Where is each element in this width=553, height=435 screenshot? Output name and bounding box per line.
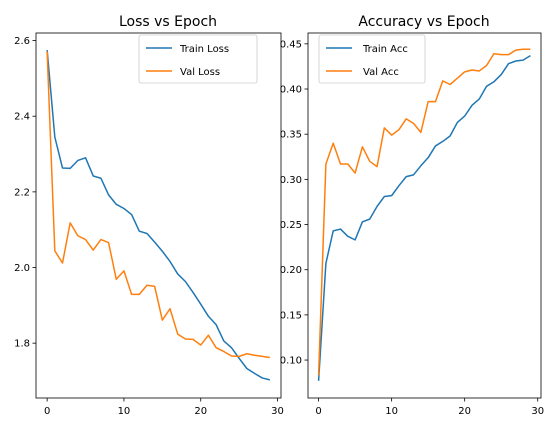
series-line-val-loss [46,51,270,359]
acc-x-tick-label: 20 [458,406,471,417]
acc-y-tick-label: 0.25 [280,220,302,231]
loss-y-tick-label: 2.4 [14,112,30,123]
acc-y-tick-label: 0.40 [280,85,302,96]
legend-label-train-loss: Train Loss [179,44,229,55]
loss-y-tick-label: 1.8 [14,339,30,350]
acc-x-tick-label: 0 [315,406,321,417]
loss-x-tick-label: 30 [271,406,284,417]
loss-x-tick-label: 0 [44,406,50,417]
acc-y-tick-label: 0.45 [280,39,302,50]
series-line-train-loss [46,49,271,381]
loss-panel: Loss vs Epoch 0 10 20 30 1.8 2.0 2.2 2.4 2.6 Tra… [14,14,284,417]
series-line-val-acc [317,48,531,376]
accuracy-legend: Train Acc Val Acc [318,34,426,84]
acc-x-tick-label: 30 [531,406,544,417]
loss-chart-title: Loss vs Epoch [119,14,217,30]
legend-label-val-acc: Val Acc [363,67,399,78]
acc-y-tick-label: 0.10 [280,356,302,367]
loss-y-tick-label: 2.6 [14,36,30,47]
accuracy-axes: 0 10 20 30 0.10 0.15 0.20 0.25 0.30 0.35 0.40 0.45 [280,32,544,417]
acc-y-tick-label: 0.20 [280,265,302,276]
accuracy-panel: Accuracy vs Epoch 0 10 20 30 0.10 0.15 0.20 0.2… [280,14,544,417]
legend-label-train-acc: Train Acc [362,44,408,55]
acc-y-tick-label: 0.30 [280,175,302,186]
acc-x-tick-label: 10 [385,406,398,417]
accuracy-chart-title: Accuracy vs Epoch [358,14,489,30]
accuracy-plot-lines [317,48,531,381]
acc-y-tick-label: 0.15 [280,310,302,321]
loss-x-tick-label: 20 [194,406,207,417]
loss-y-tick-label: 2.0 [14,263,30,274]
loss-plot-lines [46,49,271,381]
loss-x-tick-label: 10 [118,406,131,417]
loss-axes-frame [35,32,282,399]
loss-legend: Train Loss Val Loss [138,34,258,84]
legend-label-val-loss: Val Loss [180,67,220,78]
acc-y-tick-label: 0.35 [280,130,302,141]
loss-axes: 0 10 20 30 1.8 2.0 2.2 2.4 2.6 [14,32,284,417]
series-line-train-acc [317,54,531,381]
loss-y-tick-label: 2.2 [14,187,30,198]
acc-axes-frame [307,32,542,399]
